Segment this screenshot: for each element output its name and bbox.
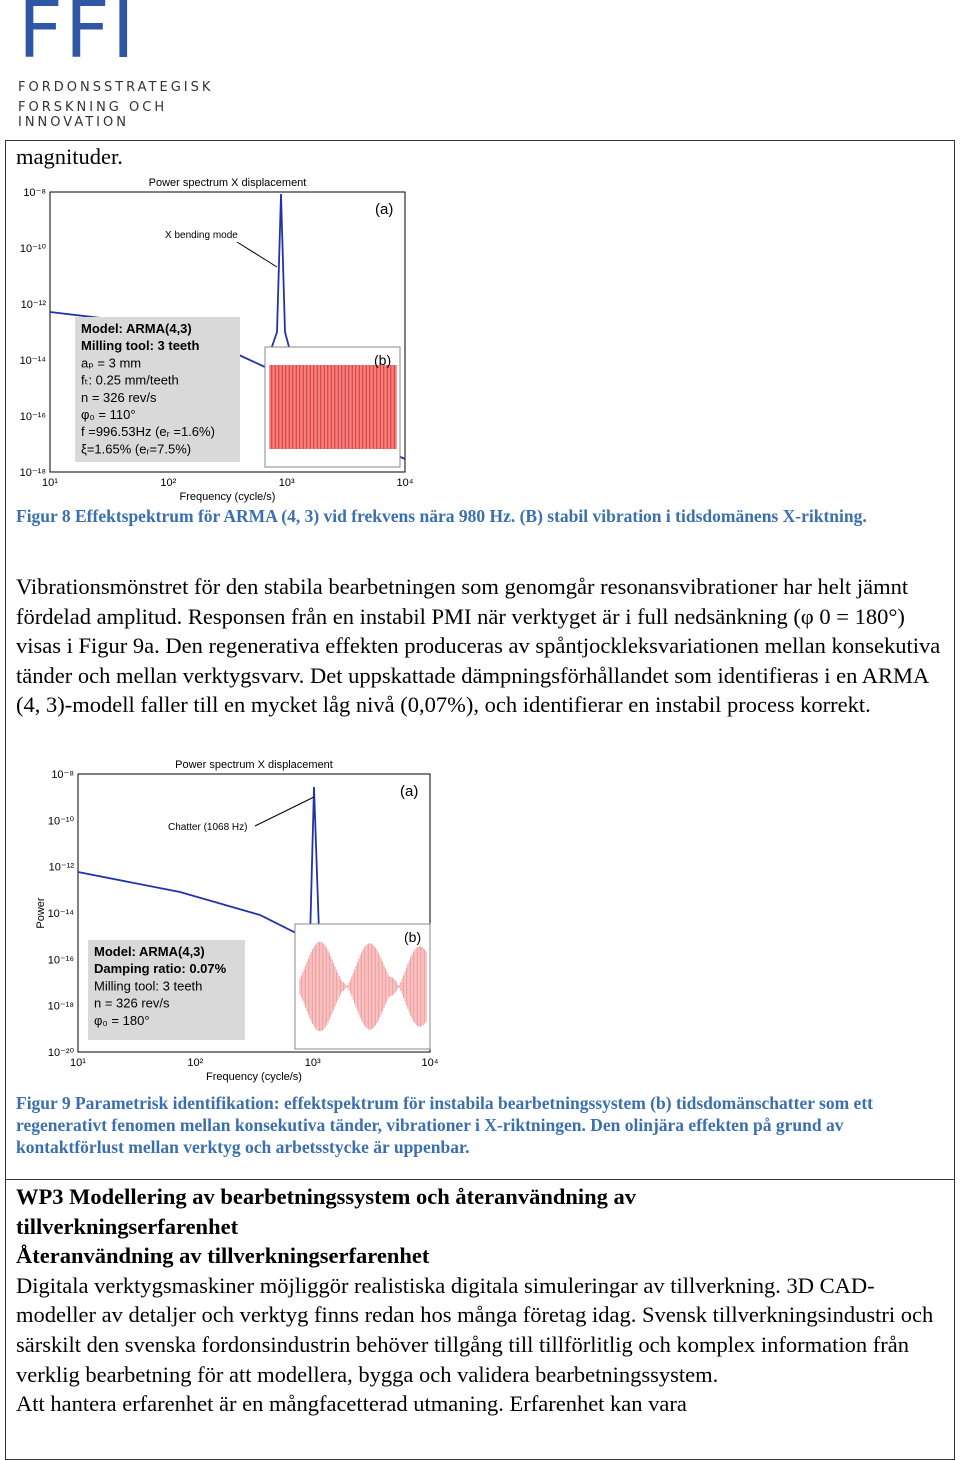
x-tick-label: 10² [160, 477, 176, 489]
y-tick-label: 10⁻¹² [21, 299, 47, 311]
text: magnituder. [16, 144, 123, 169]
annotation-arrow [254, 796, 315, 827]
divider [5, 1179, 955, 1180]
y-tick-label: 10⁻⁸ [51, 769, 74, 781]
info-line: f =996.53Hz (eᵣ =1.6%) [81, 424, 215, 439]
y-tick-label: 10⁻¹⁸ [20, 467, 46, 479]
y-tick-label: 10⁻¹⁴ [48, 908, 75, 920]
info-box [75, 317, 240, 462]
info-line: n = 326 rev/s [94, 996, 170, 1011]
y-tick-label: 10⁻²⁰ [48, 1047, 75, 1059]
y-tick-label: 10⁻¹⁰ [20, 243, 47, 255]
logo-line: FORDONSSTRATEGISK [18, 80, 214, 95]
info-line: ξ=1.65% (eᵣ=7.5%) [81, 441, 191, 456]
info-line: aₚ = 3 mm [81, 355, 141, 370]
info-line: Model: ARMA(4,3) [94, 944, 205, 959]
y-tick-label: 10⁻¹⁶ [48, 954, 74, 966]
x-tick-label: 10³ [279, 477, 295, 489]
panel-label: (a) [375, 201, 393, 218]
heading: WP3 Modellering av bearbetningssystem oc… [16, 1184, 637, 1239]
caption: Figur 8 Effektspektrum för ARMA (4, 3) v… [16, 506, 867, 526]
info-line: Milling tool: 3 teeth [81, 338, 199, 353]
info-line: Milling tool: 3 teeth [94, 978, 202, 993]
x-tick-label: 10³ [305, 1057, 321, 1069]
annotation-arrow [236, 241, 278, 268]
y-tick-label: 10⁻¹⁴ [20, 355, 47, 367]
panel-label: (b) [374, 352, 391, 368]
info-line: φ₀ = 180° [94, 1013, 150, 1028]
x-tick-label: 10⁴ [397, 477, 414, 489]
figure-title: Power spectrum X displacement [149, 177, 307, 189]
x-tick-label: 10¹ [70, 1057, 86, 1069]
y-tick-label: 10⁻¹⁶ [20, 411, 46, 423]
figure: Power spectrum X displacement 10⁻⁸ 10⁻¹⁰ 10… [35, 759, 439, 1083]
text: Digitala verktygsmaskiner möjliggör real… [16, 1272, 934, 1387]
paragraph: Vibrationsmönstret för den stabila bearb… [16, 574, 941, 718]
figure: Power spectrum X displacement 10⁻⁸ 10⁻¹⁰ 10… [20, 177, 414, 503]
section: WP3 Modellering av bearbetningssystem oc… [16, 1182, 936, 1419]
info-box [88, 940, 245, 1040]
info-line: n = 326 rev/s [81, 390, 157, 405]
x-tick-label: 10⁴ [422, 1057, 439, 1069]
x-tick-label: 10² [187, 1057, 203, 1069]
panel-label: (b) [404, 929, 421, 945]
logo-line: FORSKNING OCH INNOVATION [18, 100, 168, 130]
x-axis-label: Frequency (cycle/s) [206, 1071, 302, 1083]
info-line: Model: ARMA(4,3) [81, 321, 192, 336]
x-axis-label: Frequency (cycle/s) [180, 491, 276, 503]
info-line: Damping ratio: 0.07% [94, 961, 227, 976]
text: Att hantera erfarenhet är en mångfacette… [16, 1391, 687, 1417]
x-tick-label: 10¹ [42, 477, 58, 489]
info-line: φ₀ = 110° [81, 407, 136, 422]
y-tick-label: 10⁻¹⁸ [48, 1001, 74, 1013]
y-axis-label: Power [35, 897, 47, 929]
header: FFI FORDONSSTRATEGISK FORSKNING OCH INNO… [18, 0, 278, 130]
y-tick-label: 10⁻⁸ [23, 187, 46, 199]
logo: FFI [18, 0, 137, 76]
y-tick-label: 10⁻¹² [49, 862, 75, 874]
panel-label: (a) [400, 783, 418, 800]
annotation: X bending mode [165, 230, 238, 241]
annotation: Chatter (1068 Hz) [168, 822, 247, 833]
figure-title: Power spectrum X displacement [175, 759, 333, 771]
caption: Figur 9 Parametrisk identifikation: effe… [16, 1093, 873, 1157]
y-tick-label: 10⁻¹⁰ [48, 815, 75, 827]
info-line: fₜ: 0.25 mm/teeth [81, 373, 179, 388]
heading: Återanvändning av tillverkningserfarenhe… [16, 1243, 430, 1269]
